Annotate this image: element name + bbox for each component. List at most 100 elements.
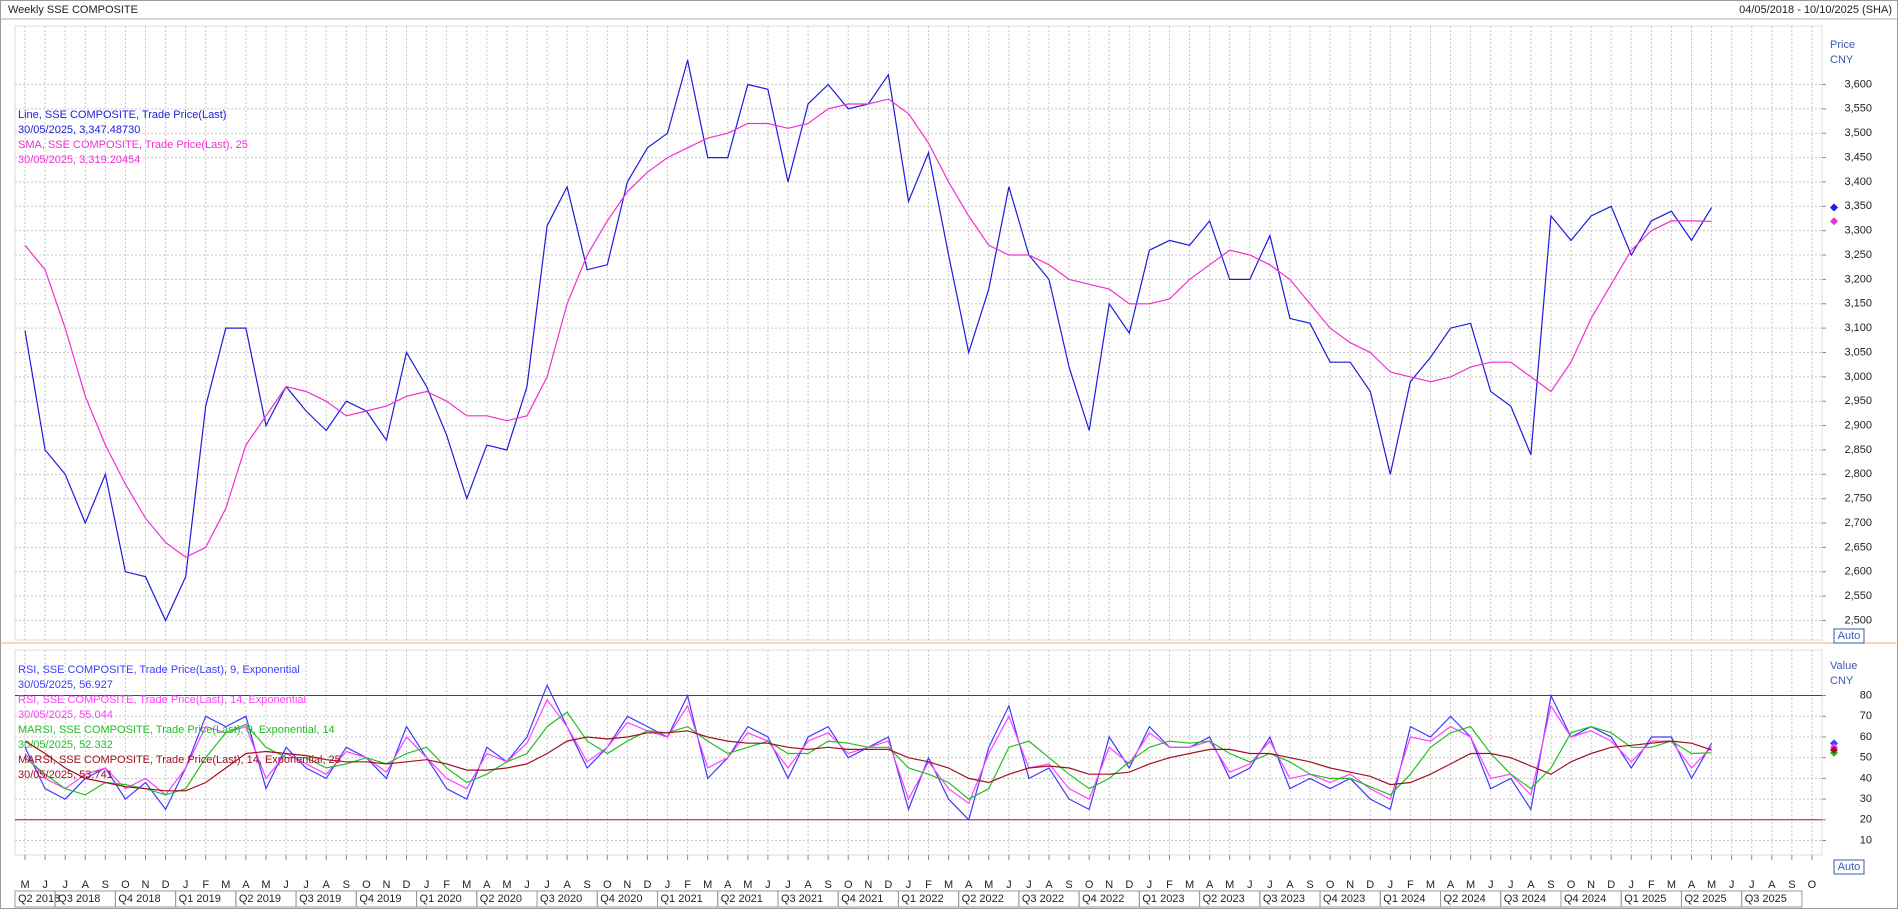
x-tick-label: O — [1808, 879, 1817, 891]
legend-name: RSI, SSE COMPOSITE, Trade Price(Last), 9… — [18, 664, 300, 676]
x-tick-label: S — [1306, 879, 1313, 891]
x-tick-label: A — [1206, 879, 1214, 891]
x-tick-label: O — [603, 879, 612, 891]
quarter-label: Q2 2024 — [1444, 893, 1486, 905]
x-tick-label: S — [824, 879, 831, 891]
x-tick-label: J — [1629, 879, 1635, 891]
x-tick-label: D — [1366, 879, 1374, 891]
quarter-label: Q2 2025 — [1684, 893, 1726, 905]
quarter-label: Q4 2020 — [600, 893, 642, 905]
auto-button[interactable] — [1833, 628, 1865, 644]
x-tick-label: J — [1247, 879, 1253, 891]
y-tick-label: 3,550 — [1844, 103, 1872, 115]
quarter-label: Q2 2018 — [18, 893, 60, 905]
y-tick-label: 40 — [1860, 772, 1872, 784]
quarter-label: Q3 2025 — [1745, 893, 1787, 905]
x-tick-label: F — [202, 879, 209, 891]
legend-value: 30/05/2025, 3,347.48730 — [18, 124, 140, 136]
x-tick-label: M — [261, 879, 270, 891]
x-tick-label: M — [1707, 879, 1716, 891]
x-tick-label: D — [884, 879, 892, 891]
x-tick-label: N — [1346, 879, 1354, 891]
x-tick-label: N — [1105, 879, 1113, 891]
x-tick-label: A — [242, 879, 250, 891]
x-tick-label: A — [483, 879, 491, 891]
y-tick-label: 10 — [1860, 834, 1872, 846]
last-value-marker — [1830, 217, 1838, 226]
quarter-label: Q3 2020 — [540, 893, 582, 905]
y-tick-label: 3,500 — [1844, 127, 1872, 139]
quarter-label: Q2 2022 — [962, 893, 1004, 905]
auto-button-label[interactable]: Auto — [1838, 861, 1861, 873]
quarter-label: Q1 2023 — [1142, 893, 1184, 905]
x-tick-label: O — [1326, 879, 1335, 891]
x-tick-label: A — [1286, 879, 1294, 891]
x-tick-label: O — [362, 879, 371, 891]
series-line — [24, 711, 1712, 800]
series-line — [24, 98, 1712, 558]
quarter-label: Q3 2023 — [1263, 893, 1305, 905]
last-value-marker — [1830, 203, 1838, 212]
x-tick-label: J — [1388, 879, 1394, 891]
y-tick-label: 2,800 — [1844, 468, 1872, 480]
last-value-marker — [1830, 745, 1838, 754]
legend-value: 30/05/2025, 52.332 — [18, 739, 113, 751]
y-tick-label: 50 — [1860, 752, 1872, 764]
x-tick-label: J — [765, 879, 771, 891]
x-tick-label: M — [1185, 879, 1194, 891]
x-tick-label: D — [1607, 879, 1615, 891]
x-tick-label: D — [643, 879, 651, 891]
legend-name: Line, SSE COMPOSITE, Trade Price(Last) — [18, 109, 226, 121]
y-tick-label: 3,200 — [1844, 273, 1872, 285]
y-tick-label: 60 — [1860, 731, 1872, 743]
x-tick-label: A — [1045, 879, 1053, 891]
quarter-label: Q3 2024 — [1504, 893, 1546, 905]
plot-area — [14, 649, 1823, 856]
auto-button-label[interactable]: Auto — [1838, 630, 1861, 642]
quarter-label: Q4 2023 — [1323, 893, 1365, 905]
x-tick-label: J — [183, 879, 189, 891]
y-tick-label: 2,500 — [1844, 614, 1872, 626]
x-tick-label: S — [343, 879, 350, 891]
legend-value: 30/05/2025, 3,319.20454 — [18, 154, 140, 166]
legend-value: 30/05/2025, 56.927 — [18, 679, 113, 691]
y-tick-label: 3,250 — [1844, 249, 1872, 261]
quarter-box — [1741, 890, 1803, 908]
x-tick-label: M — [1667, 879, 1676, 891]
x-tick-label: O — [844, 879, 853, 891]
x-tick-label: F — [1166, 879, 1173, 891]
x-tick-label: J — [42, 879, 48, 891]
y-tick-label: 3,050 — [1844, 346, 1872, 358]
y-tick-label: 3,350 — [1844, 200, 1872, 212]
y-tick-label: 3,000 — [1844, 371, 1872, 383]
quarter-label: Q2 2021 — [721, 893, 763, 905]
quarter-label: Q3 2019 — [299, 893, 341, 905]
y-tick-label: 3,100 — [1844, 322, 1872, 334]
series-line — [24, 730, 1712, 792]
y-tick-label: 3,300 — [1844, 225, 1872, 237]
auto-button[interactable] — [1833, 859, 1865, 875]
x-tick-label: F — [925, 879, 932, 891]
quarter-label: Q3 2022 — [1022, 893, 1064, 905]
x-tick-label: N — [142, 879, 150, 891]
x-tick-label: A — [965, 879, 973, 891]
y-tick-label: 2,650 — [1844, 541, 1872, 553]
quarter-label: Q2 2019 — [239, 893, 281, 905]
x-tick-label: M — [502, 879, 511, 891]
x-tick-label: A — [724, 879, 732, 891]
header-range: 04/05/2018 - 10/10/2025 (SHA) — [1739, 4, 1892, 16]
quarter-label: Q4 2018 — [118, 893, 160, 905]
y-tick-label: 2,750 — [1844, 493, 1872, 505]
x-tick-label: M — [703, 879, 712, 891]
x-tick-label: J — [524, 879, 530, 891]
x-tick-label: M — [1426, 879, 1435, 891]
x-tick-label: O — [1085, 879, 1094, 891]
x-tick-label: S — [1547, 879, 1554, 891]
legend-value: 30/05/2025, 53.741 — [18, 769, 113, 781]
x-tick-label: S — [1065, 879, 1072, 891]
x-tick-label: S — [1788, 879, 1795, 891]
quarter-label: Q2 2020 — [480, 893, 522, 905]
x-tick-label: J — [1749, 879, 1755, 891]
quarter-label: Q1 2025 — [1624, 893, 1666, 905]
y-tick-label: 2,900 — [1844, 419, 1872, 431]
